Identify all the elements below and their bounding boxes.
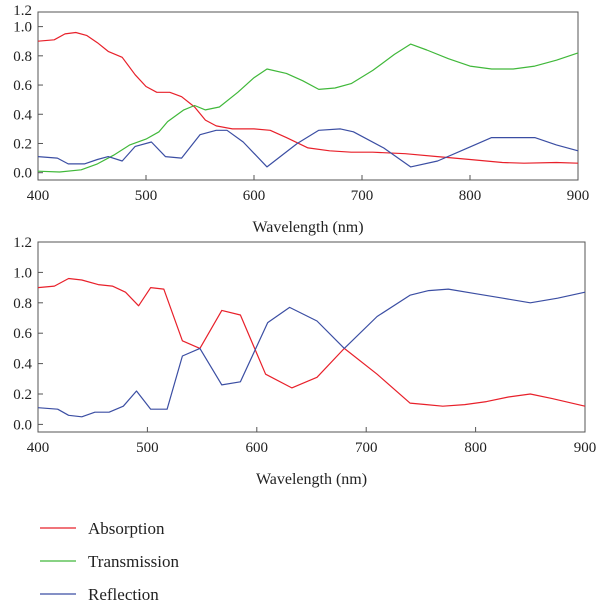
y-tick-label: 0.6 <box>13 78 32 94</box>
chart-bottom-panel: 400 500 600 700 800 900 0.0 0.2 0.4 0.6 0.8 1.0 1.2 W… <box>13 235 596 488</box>
y-tick-label: 0.0 <box>13 417 32 433</box>
legend-label-transmission: Transmission <box>88 552 180 571</box>
series-line-transmission <box>37 43 579 173</box>
y-tick-label: 1.0 <box>13 20 32 36</box>
series-line-absorption <box>37 31 579 164</box>
x-tick-label: 900 <box>567 188 590 204</box>
x-tick-label: 900 <box>574 440 597 456</box>
y-tick-label: 0.2 <box>13 136 32 152</box>
legend: Absorption Transmission Reflection <box>40 519 180 604</box>
y-tick-label: 0.8 <box>13 49 32 65</box>
x-tick-label: 700 <box>355 440 378 456</box>
legend-label-reflection: Reflection <box>88 585 159 604</box>
x-axis-title: Wavelength (nm) <box>256 471 367 488</box>
y-tick-label: 0.2 <box>13 387 32 403</box>
x-axis-title: Wavelength (nm) <box>252 219 363 236</box>
y-tick-label: 1.2 <box>13 3 32 19</box>
series-line-reflection <box>37 288 586 418</box>
y-tick-label: 0.8 <box>13 296 32 312</box>
x-tick-label: 500 <box>136 440 159 456</box>
x-tick-label: 700 <box>351 188 374 204</box>
y-tick-label: 0.4 <box>13 357 32 373</box>
y-tick-label: 0.0 <box>13 166 32 182</box>
x-tick-label: 400 <box>27 440 50 456</box>
plot-frame <box>37 241 586 433</box>
series-line-absorption <box>37 277 586 407</box>
x-tick-label: 600 <box>243 188 266 204</box>
x-tick-label: 500 <box>135 188 158 204</box>
y-tick-label: 1.0 <box>13 265 32 281</box>
y-tick-label: 0.4 <box>13 107 32 123</box>
series-line-reflection <box>37 128 579 168</box>
x-tick-label: 400 <box>27 188 50 204</box>
chart-top-panel: 400 500 600 700 800 900 0.0 0.2 0.4 0.6 0.8 1.01.2 W… <box>13 3 589 236</box>
y-tick-label: 1.2 <box>13 235 32 251</box>
x-tick-label: 800 <box>464 440 487 456</box>
x-tick-label: 800 <box>459 188 482 204</box>
plot-frame <box>37 11 579 181</box>
x-tick-label: 600 <box>246 440 269 456</box>
legend-label-absorption: Absorption <box>88 519 165 538</box>
y-tick-label: 0.6 <box>13 326 32 342</box>
